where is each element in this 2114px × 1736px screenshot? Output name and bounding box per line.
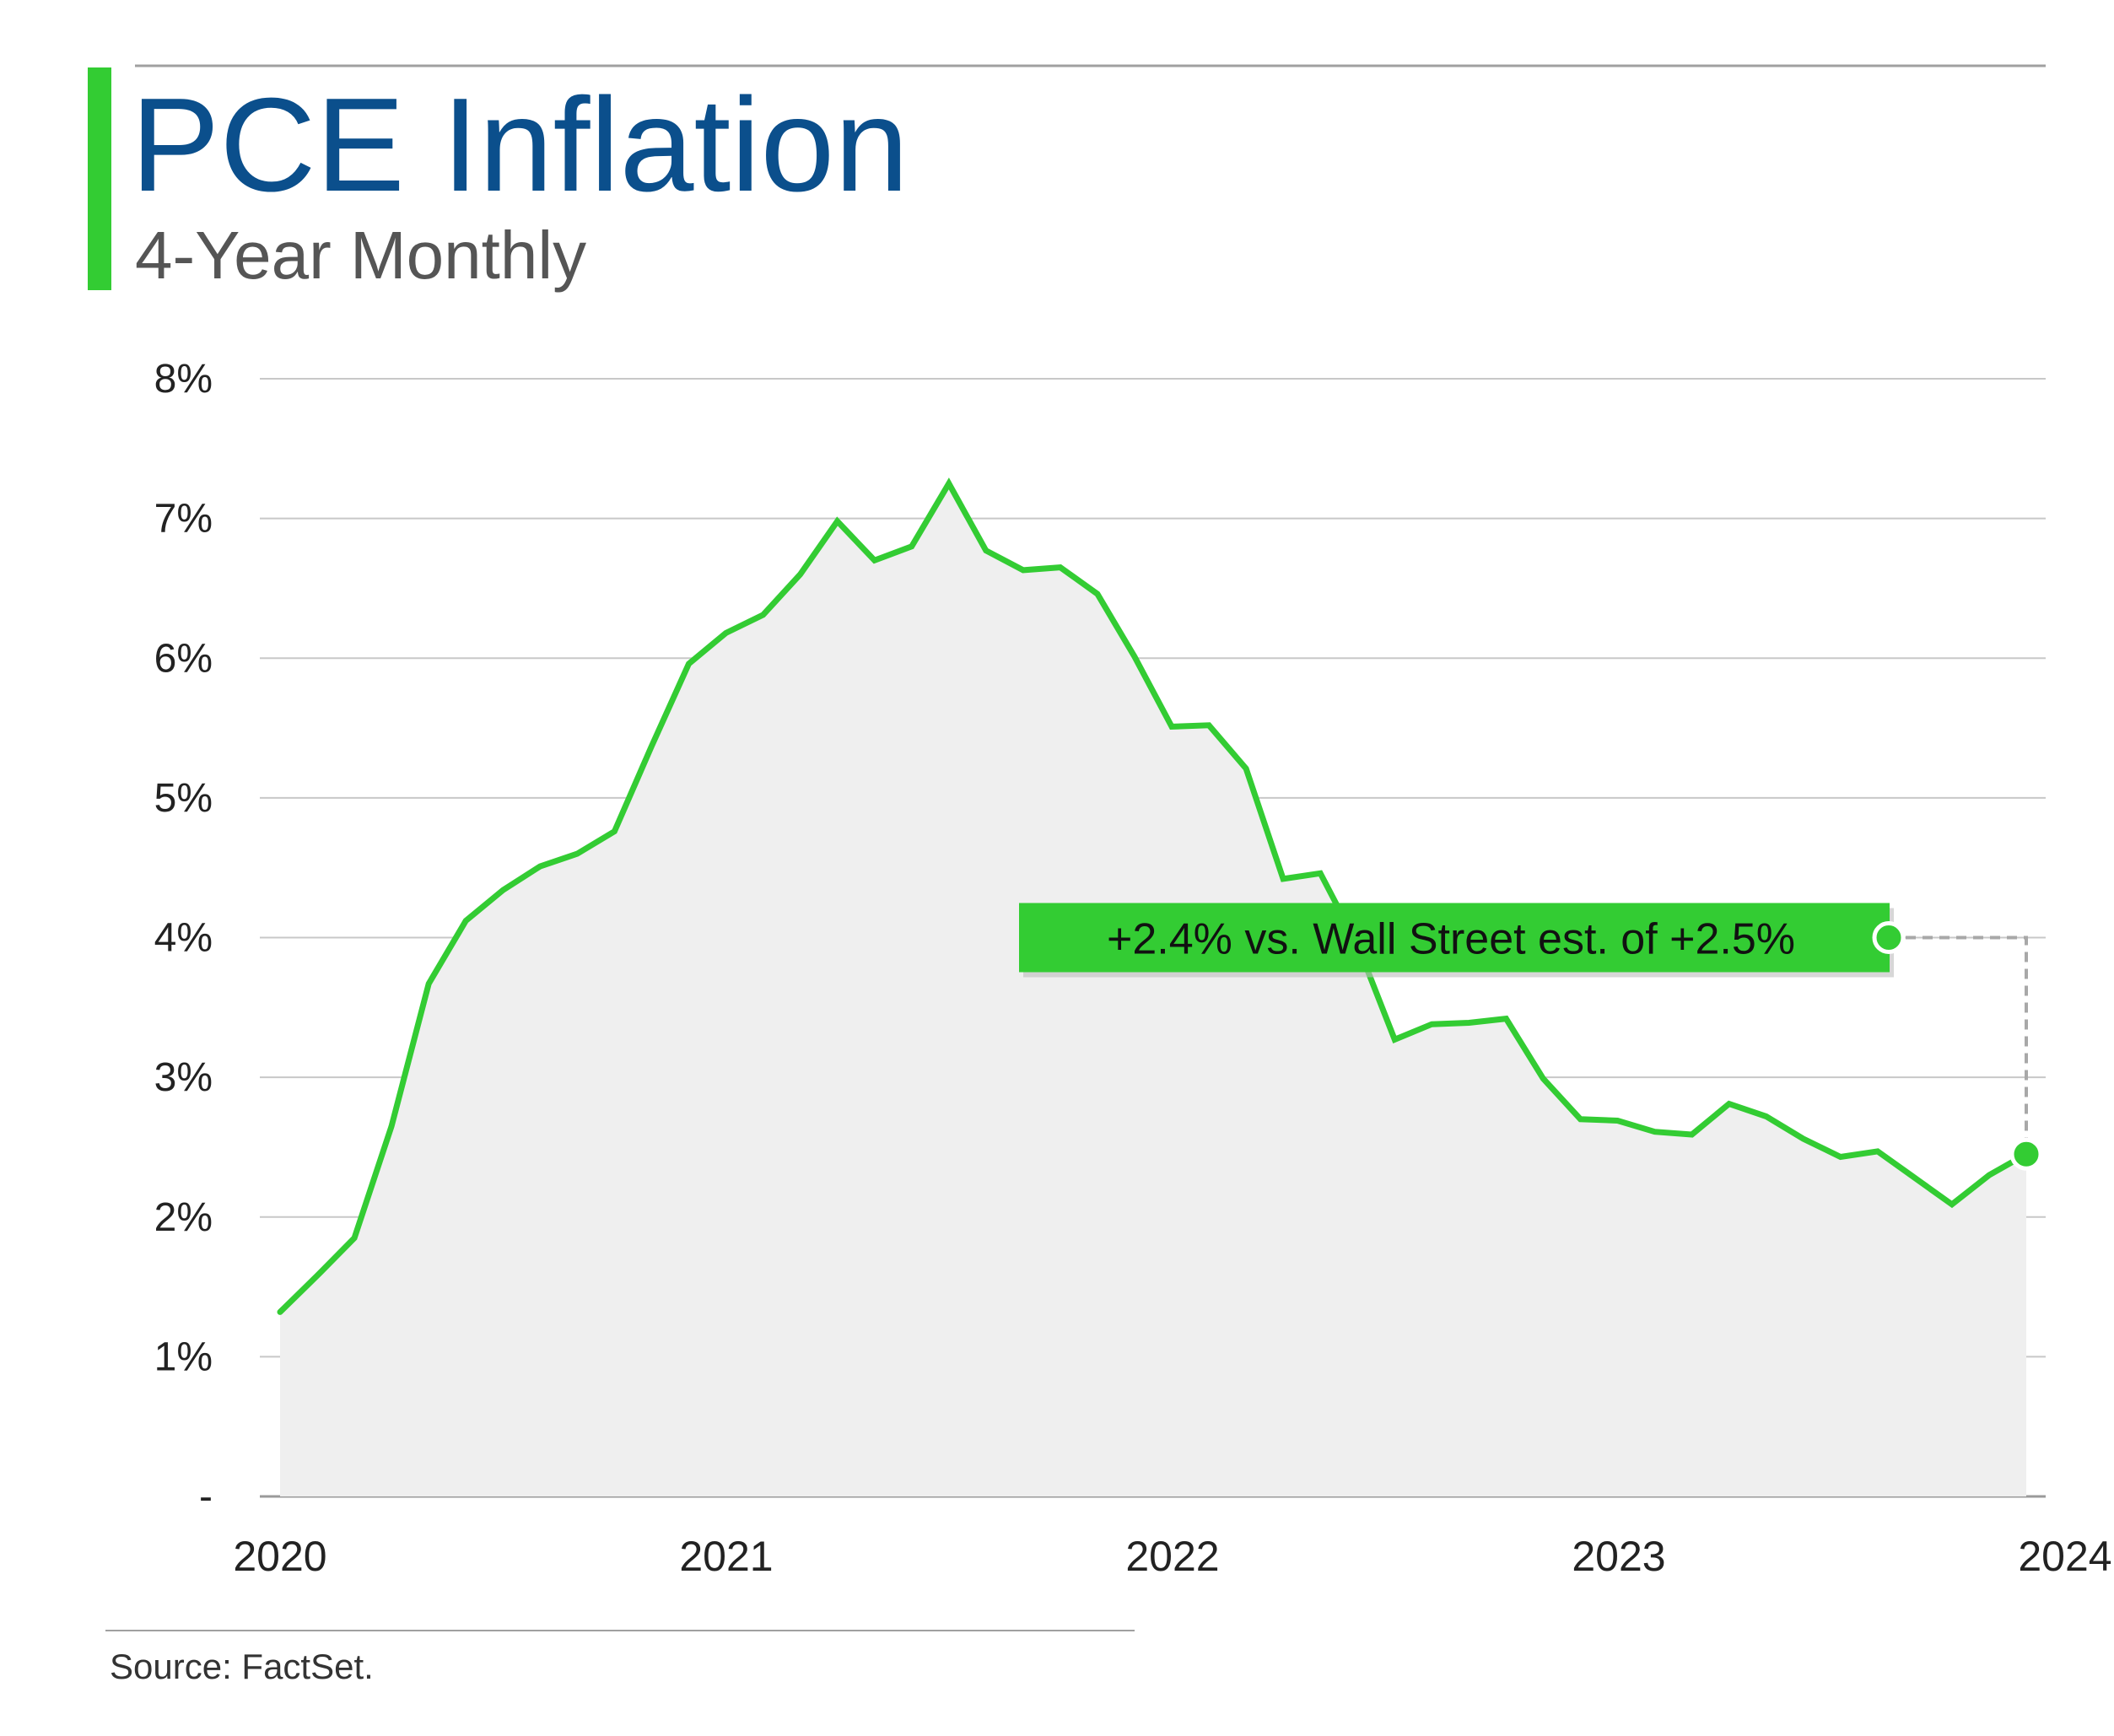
area-layer (277, 477, 2030, 1497)
y-tick-label: 4% (154, 916, 213, 961)
header-accent-bar (88, 67, 111, 290)
y-tick-label: 1% (154, 1334, 213, 1379)
series-line (277, 477, 2030, 1315)
y-tick-label: 6% (154, 636, 213, 681)
page-subtitle: 4-Year Monthly (135, 218, 586, 293)
x-tick-label: 2024 (2018, 1533, 2111, 1580)
annotation-box (1019, 903, 1890, 973)
actual-marker (2009, 1137, 2043, 1171)
estimate-marker (1872, 921, 1906, 954)
estimate-connector (1889, 935, 2028, 1155)
x-tick-label: 2021 (679, 1533, 773, 1580)
y-axis-ticks: - 1% 2% 3% 4% 5% 6% 7% 8% (154, 357, 213, 1519)
annotation-label: +2.4% vs. Wall Street est. of +2.5% (1107, 915, 1795, 964)
y-tick-label: 7% (154, 497, 213, 542)
page-title: PCE Inflation (131, 71, 909, 219)
x-tick-label: 2023 (1572, 1533, 1665, 1580)
series-area (280, 483, 2026, 1497)
annotation-layer: +2.4% vs. Wall Street est. of +2.5% (1019, 903, 2043, 1171)
x-tick-label: 2020 (233, 1533, 326, 1580)
x-axis-ticks: 2020 2021 2022 2023 2024 (233, 1533, 2111, 1580)
y-tick-label: 2% (154, 1195, 213, 1240)
y-tick-label: 3% (154, 1055, 213, 1100)
y-tick-label: - (199, 1475, 213, 1519)
x-tick-label: 2022 (1125, 1533, 1219, 1580)
source-note: Source: FactSet. (110, 1647, 374, 1686)
y-tick-label: 8% (154, 357, 213, 402)
y-tick-label: 5% (154, 776, 213, 821)
